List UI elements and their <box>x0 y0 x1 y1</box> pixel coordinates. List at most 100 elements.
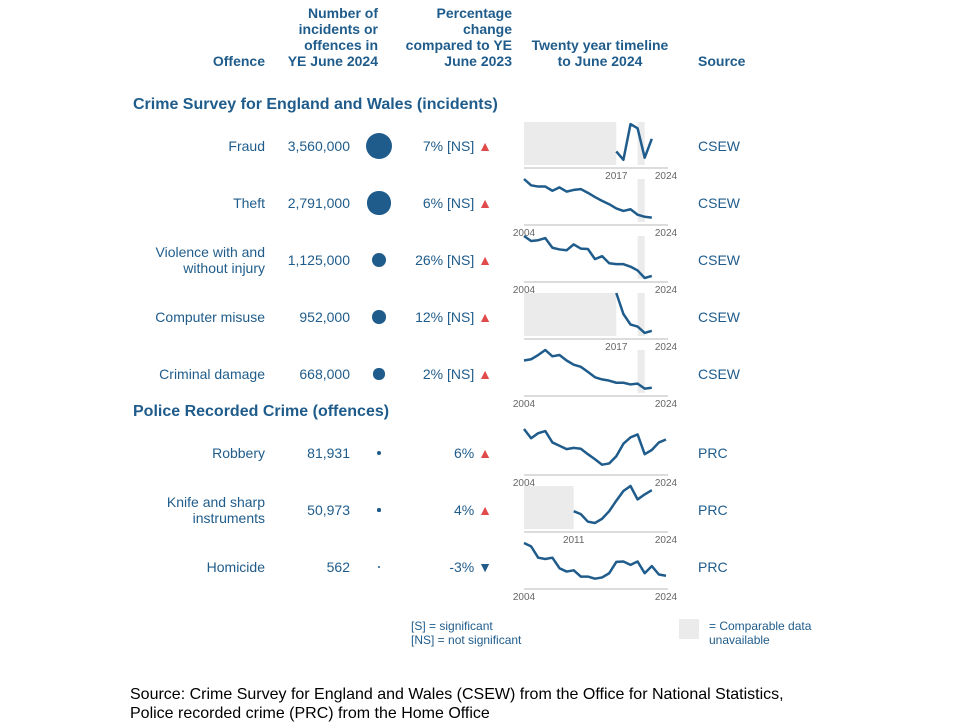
timeline-start-label: 2017 <box>605 342 628 353</box>
offence-name: Fraud <box>228 138 265 154</box>
offence-name: Violence with and without injury <box>155 244 265 276</box>
percentage-change: 7% [NS] ▲ <box>380 138 492 154</box>
timeline-sparkline: 2004 2024 <box>513 428 678 489</box>
legend-unavailable-swatch <box>679 619 699 639</box>
offence-count: 50,973 <box>307 502 350 518</box>
trend-line <box>523 348 652 390</box>
section-prc: Police Recorded Crime (offences) <box>133 403 390 420</box>
source-label: PRC <box>698 559 728 575</box>
timeline-end-label: 2024 <box>655 171 678 182</box>
timeline-sparkline: 2017 2024 <box>524 292 678 353</box>
increase-arrow-icon: ▲ <box>474 252 492 268</box>
header-source: Source <box>698 53 746 69</box>
timeline-sparkline: 2004 2024 <box>513 541 678 603</box>
unavailable-data-band <box>524 486 574 529</box>
source-label: CSEW <box>698 366 740 382</box>
timeline-sparkline: 2011 2024 <box>524 484 678 546</box>
header-change: Percentage change compared to YE June 20… <box>405 5 512 69</box>
percentage-change-value: 2% [NS] <box>422 366 475 382</box>
percentage-change-value: 12% [NS] <box>415 309 475 325</box>
unavailable-data-band <box>637 179 645 222</box>
trend-line <box>523 541 667 580</box>
source-label: CSEW <box>698 252 740 268</box>
timeline-start-label: 2011 <box>563 535 585 546</box>
unavailable-data-band <box>524 122 617 165</box>
offence-name: Criminal damage <box>159 366 265 382</box>
trend-line <box>523 234 653 280</box>
timeline-start-label: 2004 <box>513 478 536 489</box>
percentage-change: 4% ▲ <box>380 502 492 518</box>
percentage-change: 26% [NS] ▲ <box>380 252 492 268</box>
timeline-start-label: 2004 <box>513 228 536 239</box>
timeline-sparkline: 2017 2024 <box>524 122 678 182</box>
source-label: CSEW <box>698 195 740 211</box>
count-bubble <box>366 133 392 159</box>
timeline-start-label: 2017 <box>605 171 628 182</box>
unavailable-data-band <box>637 236 645 279</box>
offence-count: 952,000 <box>299 309 350 325</box>
timeline-end-label: 2024 <box>655 228 678 239</box>
count-bubble <box>367 191 391 215</box>
increase-arrow-icon: ▲ <box>474 309 492 325</box>
trend-line <box>523 428 667 466</box>
percentage-change: 6% ▲ <box>380 445 492 461</box>
section-csew: Crime Survey for England and Wales (inci… <box>133 96 498 113</box>
header-offence: Offence <box>212 53 265 69</box>
percentage-change-value: 6% [NS] <box>422 195 475 211</box>
trend-line <box>523 178 652 219</box>
offence-name: Theft <box>233 195 265 211</box>
timeline-end-label: 2024 <box>655 399 678 410</box>
trend-line <box>615 122 653 162</box>
offence-name: Homicide <box>206 559 265 575</box>
increase-arrow-icon: ▲ <box>474 502 492 518</box>
legend-significance: [S] = significant [NS] = not significant <box>411 619 522 647</box>
offence-count: 562 <box>326 559 350 575</box>
source-label: CSEW <box>698 309 740 325</box>
percentage-change-value: -3% <box>449 559 475 575</box>
count-bubble <box>371 252 387 268</box>
count-bubble <box>377 565 381 569</box>
offence-count: 2,791,000 <box>287 195 350 211</box>
offence-count: 668,000 <box>299 366 350 382</box>
count-bubble <box>373 368 385 380</box>
percentage-change-value: 4% <box>454 502 475 518</box>
timeline-end-label: 2024 <box>655 478 678 489</box>
percentage-change-value: 6% <box>454 445 475 461</box>
source-label: PRC <box>698 445 728 461</box>
increase-arrow-icon: ▲ <box>474 366 492 382</box>
decrease-arrow-icon: ▼ <box>474 559 492 575</box>
unavailable-data-band <box>637 350 645 393</box>
offence-name: Knife and sharp instruments <box>166 494 265 526</box>
count-bubble <box>377 451 381 455</box>
percentage-change: 12% [NS] ▲ <box>380 309 492 325</box>
unavailable-data-band <box>524 293 617 336</box>
header-timeline: Twenty year timeline to June 2024 <box>531 37 669 69</box>
offence-name: Robbery <box>212 445 265 461</box>
percentage-change: 6% [NS] ▲ <box>380 195 492 211</box>
offence-name: Computer misuse <box>155 309 265 325</box>
timeline-end-label: 2024 <box>655 342 678 353</box>
increase-arrow-icon: ▲ <box>474 195 492 211</box>
header-number: Number of incidents or offences in YE Ju… <box>287 5 378 69</box>
timeline-start-label: 2004 <box>513 285 536 296</box>
percentage-change-value: 7% [NS] <box>422 138 475 154</box>
offence-count: 1,125,000 <box>287 252 350 268</box>
increase-arrow-icon: ▲ <box>474 138 492 154</box>
timeline-end-label: 2024 <box>655 285 678 296</box>
percentage-change: -3% ▼ <box>380 559 492 575</box>
count-bubble <box>377 508 381 512</box>
percentage-change: 2% [NS] ▲ <box>380 366 492 382</box>
unavailable-data-band <box>637 293 645 336</box>
timeline-sparkline: 2004 2024 <box>513 178 678 239</box>
timeline-sparkline: 2004 2024 <box>513 234 678 296</box>
source-label: PRC <box>698 502 728 518</box>
timeline-sparkline: 2004 2024 <box>513 348 678 410</box>
timeline-end-label: 2024 <box>655 535 678 546</box>
footer-source-note: Source: Crime Survey for England and Wal… <box>130 686 784 722</box>
timeline-end-label: 2024 <box>655 592 678 603</box>
count-bubble <box>372 310 386 324</box>
offence-count: 81,931 <box>307 445 350 461</box>
timeline-start-label: 2004 <box>513 592 536 603</box>
timeline-start-label: 2004 <box>513 399 536 410</box>
source-label: CSEW <box>698 138 740 154</box>
